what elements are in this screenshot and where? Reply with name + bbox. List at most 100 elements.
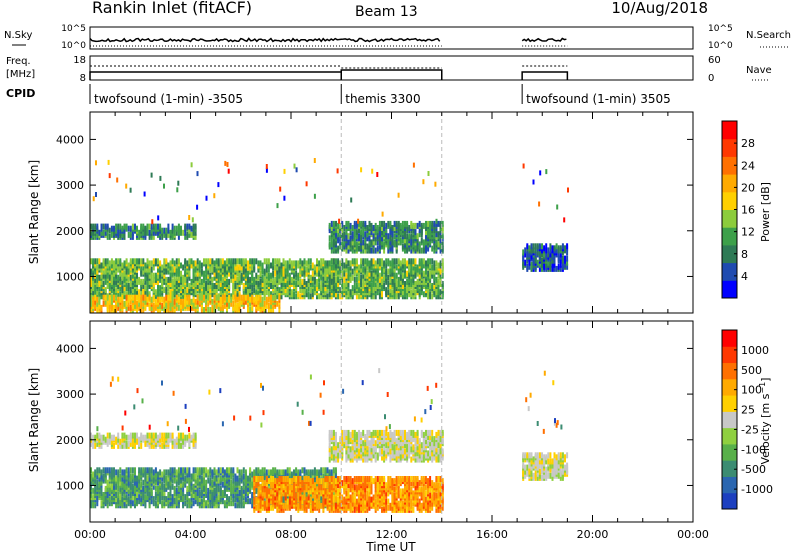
- heatmap-cell: [157, 297, 159, 303]
- heatmap-cell: [214, 283, 216, 289]
- heatmap-cell: [115, 295, 117, 301]
- heatmap-cell: [136, 258, 138, 264]
- nave-label: Nave: [746, 65, 772, 76]
- heatmap-cell: [392, 289, 394, 295]
- heatmap-cell: [255, 289, 257, 295]
- date-title: 10/Aug/2018: [611, 0, 708, 17]
- heatmap-cell: [103, 230, 105, 236]
- heatmap-cell: [335, 227, 337, 233]
- heatmap-cell: [95, 160, 97, 165]
- heatmap-cell: [394, 221, 396, 227]
- nsearch-label: N.Search: [746, 30, 791, 41]
- heatmap-cell: [117, 258, 119, 264]
- heatmap-cell: [234, 283, 236, 289]
- heatmap-cell: [103, 435, 105, 441]
- heatmap-cell: [193, 484, 195, 490]
- heatmap-cell: [121, 263, 123, 269]
- heatmap-cell: [186, 435, 188, 441]
- heatmap-cell: [167, 277, 169, 283]
- heatmap-cell: [266, 289, 268, 295]
- heatmap-cell: [251, 305, 253, 311]
- heatmap-cell: [564, 245, 566, 251]
- heatmap-cell: [128, 496, 130, 502]
- heatmap-cell: [262, 297, 264, 303]
- heatmap-cell: [92, 472, 94, 478]
- heatmap-cell: [134, 258, 136, 264]
- heatmap-cell: [130, 258, 132, 264]
- heatmap-cell: [193, 433, 195, 439]
- heatmap-cell: [170, 230, 172, 236]
- heatmap-cell: [151, 224, 153, 230]
- heatmap-cell: [103, 224, 105, 230]
- power-colorbar-label: Power [dB]: [759, 182, 772, 242]
- heatmap-cell: [249, 467, 251, 473]
- heatmap-cell: [174, 277, 176, 283]
- heatmap-cell: [350, 198, 352, 203]
- colorbar-swatch: [722, 227, 737, 245]
- heatmap-cell: [98, 291, 100, 297]
- heatmap-cell: [172, 295, 174, 301]
- heatmap-cell: [140, 279, 142, 285]
- heatmap-cell: [220, 258, 222, 264]
- heatmap-cell: [241, 469, 243, 475]
- heatmap-cell: [107, 295, 109, 301]
- heatmap-cell: [257, 275, 259, 281]
- heatmap-cell: [438, 263, 440, 269]
- heatmap-cell: [400, 260, 402, 266]
- heatmap-cell: [560, 245, 562, 251]
- heatmap-cell: [222, 295, 224, 301]
- heatmap-cell: [182, 275, 184, 281]
- heatmap-cell: [209, 273, 211, 279]
- heatmap-cell: [161, 472, 163, 478]
- heatmap-cell: [563, 217, 565, 222]
- heatmap-cell: [195, 433, 197, 439]
- heatmap-cell: [371, 283, 373, 289]
- heatmap-cell: [188, 478, 190, 484]
- heatmap-cell: [230, 500, 232, 506]
- heatmap-cell: [297, 260, 299, 266]
- heatmap-cell: [255, 295, 257, 301]
- heatmap-cell: [337, 293, 339, 299]
- heatmap-cell: [255, 258, 257, 264]
- heatmap-cell: [155, 467, 157, 473]
- heatmap-cell: [191, 232, 193, 238]
- heatmap-cell: [222, 482, 224, 488]
- heatmap-cell: [404, 221, 406, 227]
- heatmap-cell: [522, 249, 524, 255]
- heatmap-cell: [220, 476, 222, 482]
- heatmap-cell: [299, 279, 301, 285]
- heatmap-cell: [165, 258, 167, 264]
- heatmap-cell: [435, 267, 437, 273]
- heatmap-cell: [218, 258, 220, 264]
- heatmap-cell: [556, 205, 558, 210]
- heatmap-cell: [116, 178, 118, 183]
- heatmap-cell: [147, 476, 149, 482]
- heatmap-cell: [234, 474, 236, 480]
- heatmap-cell: [96, 297, 98, 303]
- heatmap-cell: [260, 469, 262, 475]
- heatmap-cell: [206, 196, 208, 201]
- heatmap-cell: [274, 467, 276, 473]
- heatmap-cell: [157, 258, 159, 264]
- heatmap-cell: [126, 467, 128, 473]
- power-heatmap: [90, 158, 569, 313]
- heatmap-cell: [130, 226, 132, 232]
- heatmap-cell: [312, 271, 314, 277]
- heatmap-cell: [421, 237, 423, 243]
- heatmap-cell: [201, 476, 203, 482]
- heatmap-cell: [157, 472, 159, 478]
- heatmap-cell: [98, 433, 100, 439]
- heatmap-cell: [151, 260, 153, 266]
- heatmap-cell: [293, 291, 295, 297]
- heatmap-cell: [170, 433, 172, 439]
- heatmap-cell: [109, 173, 111, 178]
- heatmap-cell: [404, 287, 406, 293]
- heatmap-cell: [192, 217, 194, 222]
- heatmap-cell: [176, 258, 178, 264]
- heatmap-cell: [125, 184, 127, 189]
- heatmap-cell: [184, 269, 186, 275]
- heatmap-cell: [264, 301, 266, 307]
- heatmap-cell: [195, 299, 197, 305]
- heatmap-cell: [272, 295, 274, 301]
